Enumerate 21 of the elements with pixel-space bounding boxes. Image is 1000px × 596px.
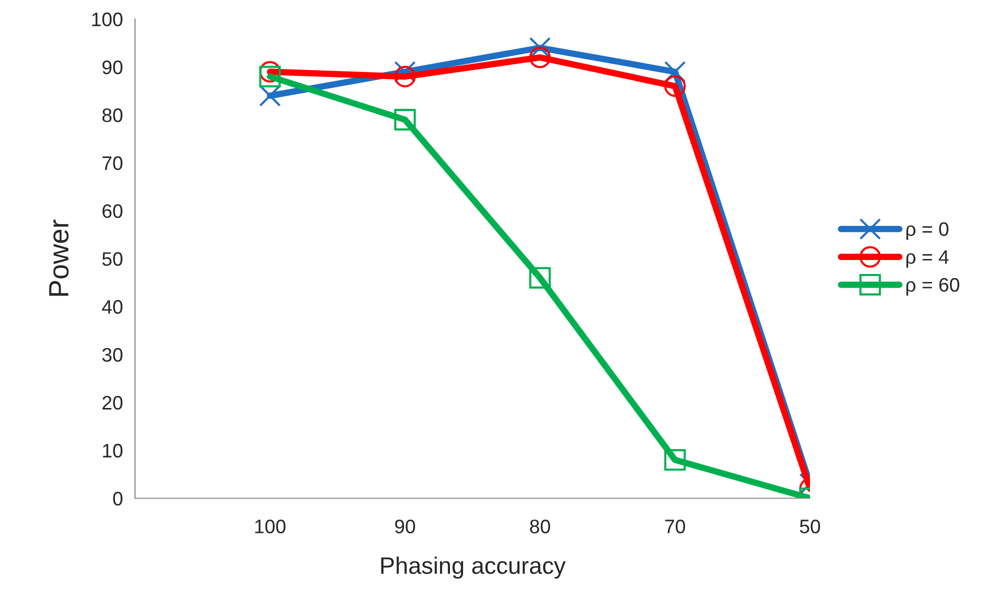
x-tick-label: 80 [530, 520, 550, 534]
x-tick-label: 70 [665, 520, 686, 534]
x-tick-label: 100 [255, 520, 286, 534]
y-tick-label: 70 [102, 156, 122, 170]
x-axis-title: Phasing accuracy [381, 556, 566, 579]
legend-label: ρ = 60 [906, 278, 960, 296]
y-tick-label: 50 [102, 252, 122, 266]
legend-label: ρ = 0 [906, 222, 948, 240]
legend-label: ρ = 4 [906, 250, 949, 268]
x-tick-label: 90 [395, 520, 416, 534]
y-tick-label: 30 [102, 348, 122, 362]
y-tick-label: 0 [113, 492, 122, 506]
y-tick-label: 80 [102, 108, 122, 122]
y-tick-label: 40 [102, 300, 122, 314]
y-tick-label: 20 [102, 396, 122, 410]
y-tick-label: 60 [102, 204, 122, 218]
x-tick-label: 50 [800, 520, 820, 534]
y-tick-label: 10 [103, 444, 122, 458]
y-tick-label: 100 [92, 12, 122, 26]
y-axis-title: Power [49, 220, 69, 296]
y-tick-label: 90 [102, 60, 122, 74]
